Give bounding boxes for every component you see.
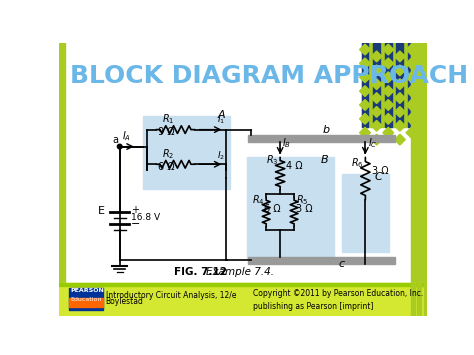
Polygon shape bbox=[360, 86, 370, 97]
Bar bbox=[411, 283, 415, 316]
Polygon shape bbox=[360, 114, 370, 124]
Text: E: E bbox=[98, 206, 105, 215]
Polygon shape bbox=[394, 51, 405, 62]
Polygon shape bbox=[406, 100, 417, 110]
Text: C: C bbox=[374, 172, 383, 182]
Text: 3 Ω: 3 Ω bbox=[296, 204, 313, 214]
Text: A: A bbox=[218, 110, 225, 120]
Text: Boylestad: Boylestad bbox=[106, 297, 144, 306]
Text: $I_B$: $I_B$ bbox=[283, 136, 292, 149]
Text: +: + bbox=[131, 205, 139, 215]
Bar bbox=[362, 43, 427, 127]
Polygon shape bbox=[406, 127, 417, 138]
Polygon shape bbox=[383, 86, 394, 97]
Polygon shape bbox=[371, 79, 382, 89]
Polygon shape bbox=[418, 51, 428, 62]
Text: Copyright ©2011 by Pearson Education, Inc.
publishing as Pearson [imprint]: Copyright ©2011 by Pearson Education, In… bbox=[253, 289, 423, 311]
Bar bbox=[362, 43, 368, 127]
Text: $R_5$: $R_5$ bbox=[296, 193, 309, 207]
Bar bbox=[248, 135, 395, 142]
Text: $R_1$: $R_1$ bbox=[162, 112, 175, 126]
Polygon shape bbox=[371, 93, 382, 103]
Bar bbox=[396, 43, 403, 127]
Text: $I_C$: $I_C$ bbox=[368, 136, 377, 149]
Polygon shape bbox=[383, 100, 394, 110]
Bar bbox=[69, 298, 103, 307]
Polygon shape bbox=[394, 65, 405, 76]
Polygon shape bbox=[360, 100, 370, 110]
Text: FIG. 7.12: FIG. 7.12 bbox=[174, 267, 227, 277]
Text: 6 Ω: 6 Ω bbox=[158, 162, 175, 172]
Polygon shape bbox=[418, 134, 428, 145]
Text: BLOCK DIAGRAM APPROACH: BLOCK DIAGRAM APPROACH bbox=[70, 64, 468, 88]
Polygon shape bbox=[383, 127, 394, 138]
Bar bbox=[408, 43, 415, 127]
Text: Example 7.4.: Example 7.4. bbox=[207, 267, 274, 277]
Polygon shape bbox=[371, 51, 382, 62]
Bar bbox=[342, 174, 389, 252]
Bar bbox=[59, 283, 427, 316]
Polygon shape bbox=[383, 44, 394, 55]
Polygon shape bbox=[360, 72, 370, 83]
Polygon shape bbox=[383, 72, 394, 83]
Polygon shape bbox=[394, 120, 405, 131]
Bar bbox=[417, 283, 421, 316]
Text: $R_6$: $R_6$ bbox=[351, 157, 364, 170]
Text: B: B bbox=[320, 155, 328, 165]
Polygon shape bbox=[406, 86, 417, 97]
Text: 3 Ω: 3 Ω bbox=[372, 166, 388, 176]
Polygon shape bbox=[394, 79, 405, 89]
Polygon shape bbox=[383, 114, 394, 124]
Text: a: a bbox=[113, 136, 118, 146]
Polygon shape bbox=[360, 44, 370, 55]
Polygon shape bbox=[406, 114, 417, 124]
Polygon shape bbox=[360, 127, 370, 138]
Bar bbox=[59, 283, 427, 286]
Polygon shape bbox=[394, 134, 405, 145]
Text: Education: Education bbox=[70, 297, 101, 302]
Polygon shape bbox=[371, 134, 382, 145]
Text: $I_A$: $I_A$ bbox=[122, 130, 131, 143]
Text: $R_4$: $R_4$ bbox=[252, 193, 265, 207]
Text: $R_3$: $R_3$ bbox=[266, 153, 279, 167]
Bar bbox=[143, 116, 230, 189]
Bar bbox=[373, 43, 380, 127]
Text: $I_1$: $I_1$ bbox=[217, 114, 225, 126]
Text: c: c bbox=[338, 260, 345, 269]
Bar bbox=[411, 43, 427, 316]
Polygon shape bbox=[406, 58, 417, 69]
Polygon shape bbox=[394, 93, 405, 103]
Polygon shape bbox=[383, 58, 394, 69]
Text: PEARSON: PEARSON bbox=[70, 288, 104, 293]
Circle shape bbox=[118, 144, 122, 149]
Polygon shape bbox=[371, 120, 382, 131]
Bar bbox=[59, 43, 65, 316]
Polygon shape bbox=[371, 106, 382, 117]
Bar bbox=[247, 157, 334, 258]
Text: Introductory Circuit Analysis, 12/e: Introductory Circuit Analysis, 12/e bbox=[106, 290, 236, 300]
Text: −: − bbox=[131, 219, 141, 229]
Polygon shape bbox=[394, 106, 405, 117]
Polygon shape bbox=[418, 106, 428, 117]
Text: 16.8 V: 16.8 V bbox=[131, 213, 161, 222]
Text: 4 Ω: 4 Ω bbox=[286, 161, 303, 171]
Bar bbox=[385, 43, 392, 127]
Text: 9 Ω: 9 Ω bbox=[158, 127, 175, 137]
Bar bbox=[248, 257, 395, 264]
Text: b: b bbox=[323, 125, 330, 135]
Polygon shape bbox=[406, 44, 417, 55]
Bar bbox=[423, 283, 428, 316]
Polygon shape bbox=[418, 79, 428, 89]
Polygon shape bbox=[406, 72, 417, 83]
Bar bbox=[69, 288, 103, 310]
Polygon shape bbox=[418, 120, 428, 131]
Polygon shape bbox=[371, 65, 382, 76]
Polygon shape bbox=[418, 93, 428, 103]
Text: 6 Ω: 6 Ω bbox=[264, 204, 281, 214]
Polygon shape bbox=[418, 65, 428, 76]
Polygon shape bbox=[360, 58, 370, 69]
Bar bbox=[419, 43, 427, 127]
Text: $I_2$: $I_2$ bbox=[217, 149, 225, 162]
Text: $R_2$: $R_2$ bbox=[162, 147, 174, 161]
